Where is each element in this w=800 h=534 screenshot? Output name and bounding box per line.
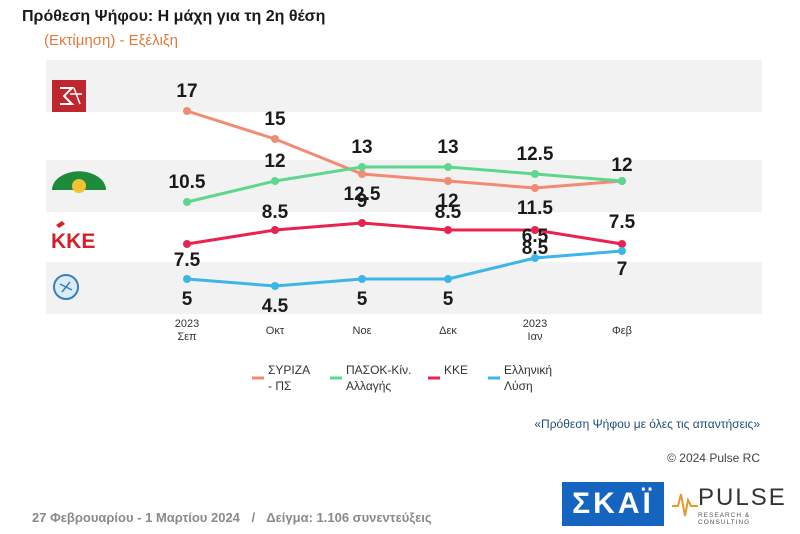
- data-label: 13: [351, 137, 372, 158]
- data-label: 8.5: [262, 202, 289, 223]
- footer-separator: /: [251, 510, 256, 525]
- data-point: [271, 282, 279, 290]
- legend-label-0: - ΠΣ: [268, 379, 291, 393]
- data-point: [444, 177, 452, 185]
- x-tick-label: 2023: [175, 318, 199, 330]
- data-label: 12: [611, 155, 632, 176]
- data-label: 5: [443, 289, 454, 310]
- data-point: [358, 219, 366, 227]
- data-label: 17: [176, 81, 197, 102]
- series-line-2: [186, 221, 623, 246]
- legend: ΣΥΡΙΖΑ - ΠΣ ΠΑΣΟΚ-Κίν. Αλλαγής ΚΚΕ Ελληνική Λύ…: [252, 363, 552, 393]
- x-tick-label: Νοε: [353, 325, 372, 337]
- data-point: [531, 254, 539, 262]
- data-label: 11.5: [517, 198, 553, 219]
- pulse-logo-subtitle: RESEARCH & CONSULTING: [698, 512, 751, 526]
- data-label: 7: [617, 259, 628, 280]
- svg-text:ΚΚΕ: ΚΚΕ: [51, 230, 95, 253]
- data-label: 12: [437, 191, 458, 212]
- x-tick-label: Φεβ: [612, 325, 632, 337]
- data-label: 7.5: [609, 212, 636, 233]
- series-line-1: [186, 165, 623, 204]
- data-point: [618, 177, 626, 185]
- data-point: [271, 135, 279, 143]
- x-tick-label: Οκτ: [266, 325, 285, 337]
- footer: 27 Φεβρουαρίου - 1 Μαρτίου 2024 / Δείγμα…: [32, 510, 432, 525]
- legend-label-1: ΠΑΣΟΚ-Κίν.: [346, 363, 411, 377]
- data-point: [618, 247, 626, 255]
- survey-dates: 27 Φεβρουαρίου - 1 Μαρτίου 2024: [32, 510, 240, 525]
- data-point: [531, 226, 539, 234]
- kke-logo-icon: ΚΚΕ: [51, 221, 95, 253]
- pulse-logo-name: PULSE: [698, 484, 787, 511]
- data-point: [183, 107, 191, 115]
- series-lines: [186, 109, 623, 288]
- elliniki-lysi-logo-icon: [53, 274, 79, 300]
- background-band-1: [46, 160, 762, 212]
- syriza-logo-icon: [52, 80, 86, 112]
- data-point: [183, 275, 191, 283]
- sample-size: Δείγμα: 1.106 συνεντεύξεις: [266, 510, 432, 525]
- data-label: 12.5: [517, 144, 554, 165]
- x-tick-label: Σεπ: [177, 331, 197, 343]
- data-label: 8.5: [435, 202, 462, 223]
- legend-label-3: Λύση: [504, 379, 533, 393]
- data-label: 12: [264, 151, 285, 172]
- series-line-3: [186, 249, 623, 288]
- data-point: [444, 163, 452, 171]
- background-band-0: [46, 60, 762, 112]
- series-points: [183, 107, 626, 290]
- series-line-0: [186, 109, 623, 190]
- data-label: 6.5: [522, 226, 549, 247]
- legend-label-3: Ελληνική: [504, 363, 552, 377]
- data-label: 12.5: [344, 184, 381, 205]
- party-bands: [46, 60, 762, 314]
- data-point: [183, 198, 191, 206]
- legend-label-0: ΣΥΡΙΖΑ: [268, 363, 310, 377]
- pasok-logo-icon: [52, 171, 106, 193]
- data-point: [358, 275, 366, 283]
- data-label: 4.5: [262, 296, 289, 317]
- data-labels: 17 15 12.5 12 11.5 10.5 12 13 13 12.5 12 7.5 8.5 9 8.5…: [169, 81, 636, 317]
- data-point: [618, 240, 626, 248]
- data-point: [444, 275, 452, 283]
- data-point: [271, 177, 279, 185]
- line-chart: ΚΚΕ 17 15 12.5 12 11.5 10.5 12 13 13 12.5 12 7.5 8.5…: [46, 60, 762, 393]
- data-label: 9: [357, 191, 368, 212]
- data-point: [271, 226, 279, 234]
- data-point: [358, 170, 366, 178]
- data-point: [531, 170, 539, 178]
- copyright-text: © 2024 Pulse RC: [667, 451, 760, 465]
- pulse-logo: PULSE RESEARCH & CONSULTING: [672, 482, 790, 526]
- x-tick-label: 2023: [523, 318, 547, 330]
- data-label: 13: [437, 137, 458, 158]
- data-label: 15: [264, 109, 286, 130]
- data-point: [183, 240, 191, 248]
- legend-label-1: Αλλαγής: [346, 379, 391, 393]
- note-text: «Πρόθεση Ψήφου με όλες τις απαντήσεις»: [534, 417, 760, 431]
- data-label: 5: [182, 289, 193, 310]
- data-point: [358, 163, 366, 171]
- chart-title: Πρόθεση Ψήφου: Η μάχη για τη 2η θέση: [22, 8, 326, 25]
- x-tick-label: Ιαν: [528, 331, 543, 343]
- legend-label-2: ΚΚΕ: [444, 363, 468, 377]
- data-label: 7.5: [174, 250, 201, 271]
- data-point: [444, 226, 452, 234]
- data-label: 10.5: [169, 172, 206, 193]
- pulse-wave-icon: [672, 493, 698, 517]
- data-label: 8.5: [522, 238, 549, 259]
- chart-subtitle: (Εκτίμηση) - Εξέλιξη: [44, 32, 178, 49]
- x-tick-label: Δεκ: [439, 325, 457, 337]
- skai-logo: ΣΚΑΪ: [562, 482, 664, 526]
- data-label: 5: [357, 289, 368, 310]
- data-point: [531, 184, 539, 192]
- background-band-2: [46, 262, 762, 314]
